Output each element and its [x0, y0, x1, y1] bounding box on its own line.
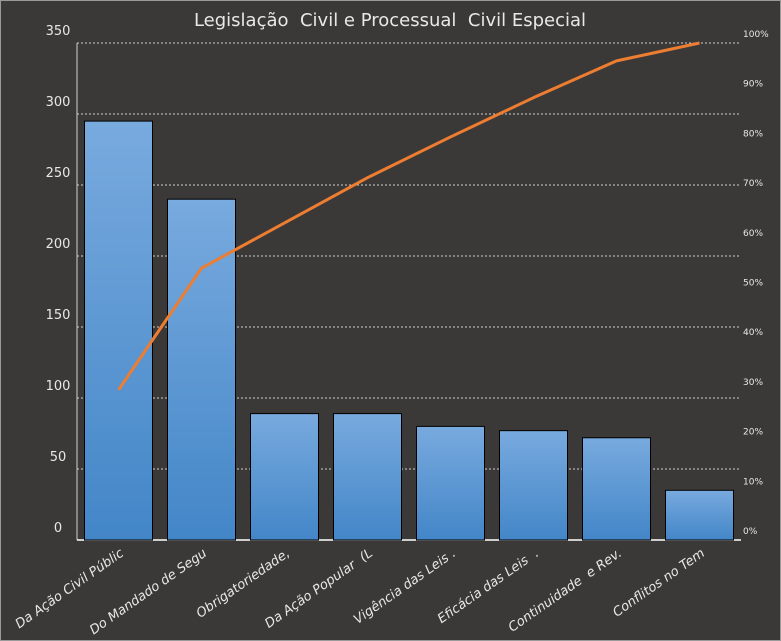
y-tick-label: 350: [46, 24, 71, 39]
y2-tick-label: 50%: [743, 279, 763, 289]
bar: [499, 430, 568, 541]
y2-tick-label: 100%: [743, 30, 769, 40]
bar: [167, 198, 236, 541]
cumulative-line: [117, 41, 700, 391]
y-tick-label: 250: [46, 166, 71, 181]
y2-tick-label: 60%: [743, 229, 763, 239]
y2-tick-label: 40%: [743, 328, 763, 338]
y2-tick-label: 10%: [743, 477, 763, 487]
y2-tick-label: 20%: [743, 428, 763, 438]
y-tick-label: 150: [46, 308, 71, 323]
y2-tick-label: 70%: [743, 179, 763, 189]
bar: [416, 425, 485, 541]
bar: [84, 120, 153, 541]
bar: [250, 413, 319, 541]
y-tick-label: 0: [54, 521, 62, 536]
y-tick-label: 100: [46, 379, 71, 394]
y2-tick-label: 90%: [743, 80, 763, 90]
chart-title: Legislação Civil e Processual Civil Espe…: [194, 10, 586, 31]
bar: [582, 437, 651, 541]
y-tick-label: 300: [46, 95, 71, 110]
y2-tick-label: 0%: [743, 527, 758, 537]
y-tick-label: 200: [46, 237, 71, 252]
y-tick-label: 50: [50, 450, 67, 465]
bar: [333, 413, 402, 541]
y2-tick-label: 30%: [743, 378, 763, 388]
bar: [665, 489, 734, 541]
y2-tick-label: 80%: [743, 129, 763, 139]
